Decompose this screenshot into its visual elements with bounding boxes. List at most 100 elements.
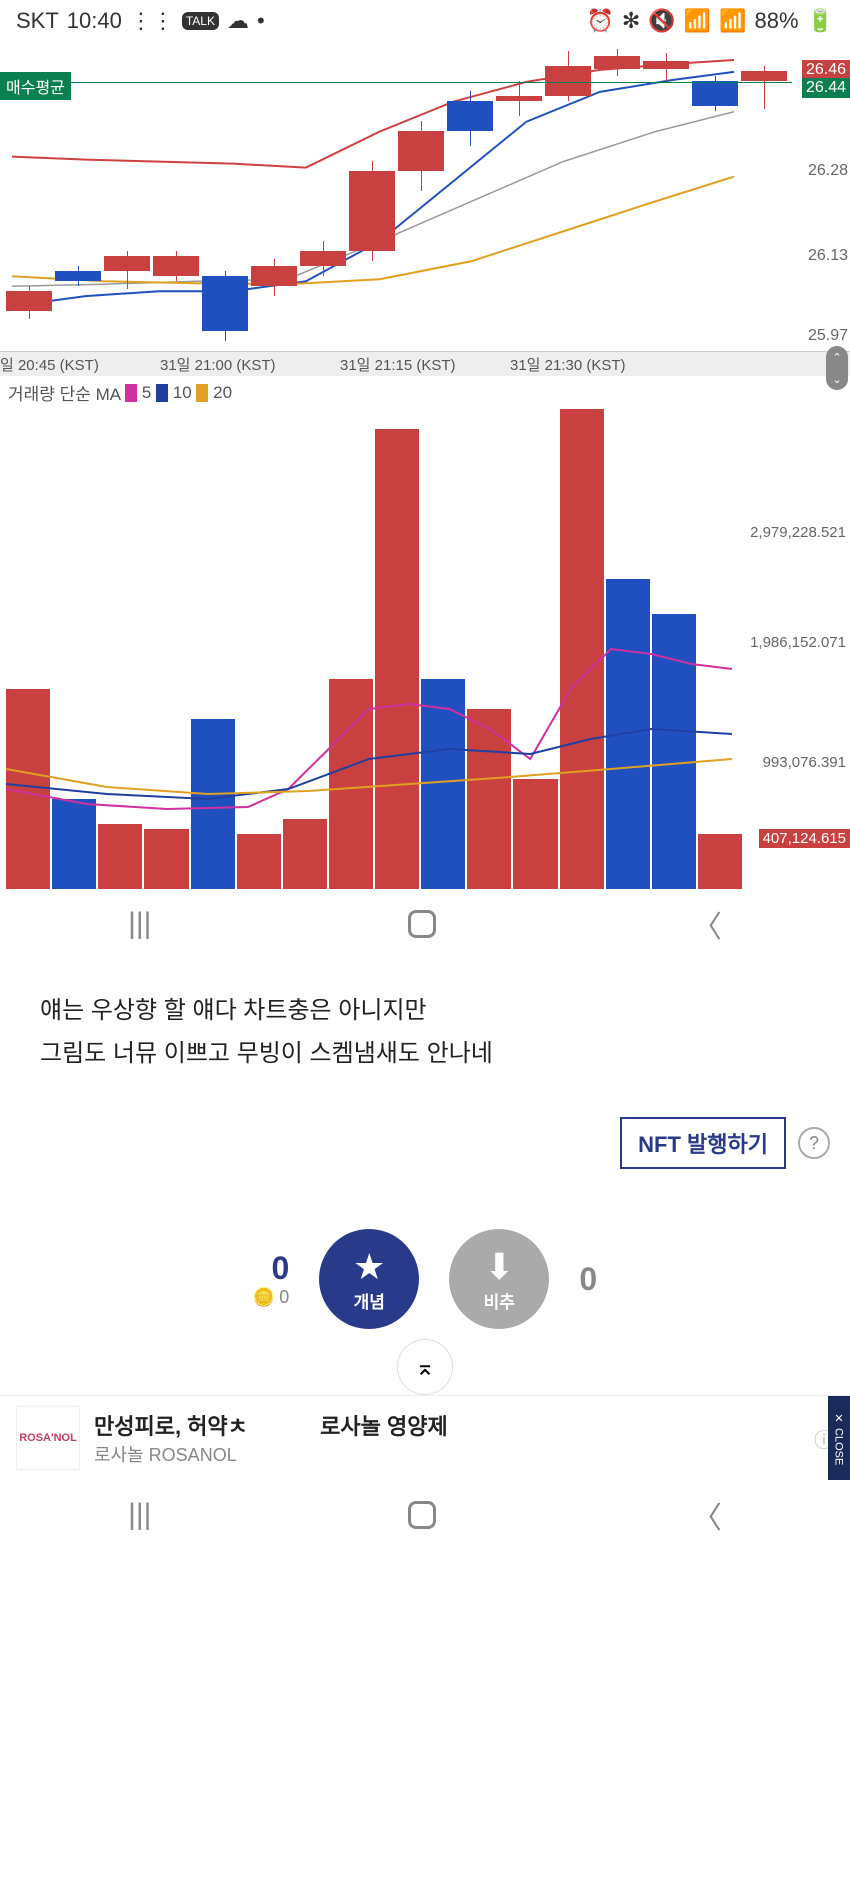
price-tick: 25.97 [808,327,848,345]
volume-bar [606,579,650,889]
time-tick: 일 20:45 (KST) [0,354,99,375]
vote-row: 0 🪙 0 ★ 개념 ⬇ 비추 0 [0,1199,850,1349]
recents-icon[interactable]: ||| [128,907,151,941]
mute-icon: 🔇 [648,8,675,34]
volume-bar [560,409,604,889]
carrier-label: SKT [16,8,59,34]
buy-average-line [0,82,792,83]
alarm-icon: ⏰ [586,8,613,34]
upvote-button[interactable]: ★ 개념 [319,1229,419,1329]
volume-bar [421,679,465,889]
volume-bar [329,679,373,889]
chart-scroll-handle[interactable]: ⌃ ⌄ [826,346,848,390]
volume-bar [513,779,557,889]
clock: 10:40 [67,8,122,34]
ad-logo: ROSA'NOL [16,1406,80,1470]
back-icon[interactable]: 〈 [692,1493,722,1537]
back-icon[interactable]: 〈 [692,902,722,946]
volume-label: 거래량 단순 MA [8,380,121,405]
home-icon[interactable] [408,1501,436,1529]
volume-tick: 2,979,228.521 [750,524,846,541]
post-body: 얘는 우상향 할 얘다 차트충은 아니지만 그림도 너뮤 이쁘고 무빙이 스켐냄… [0,959,850,1105]
volume-tick: 1,986,152.071 [750,634,846,651]
buy-average-badge: 매수평균 [0,72,71,100]
talk-icon: TALK [182,12,219,30]
time-tick: 31일 21:30 (KST) [510,354,626,375]
chevron-down-icon: ⌄ [832,373,841,386]
candlestick [741,41,787,351]
star-icon: ★ [353,1246,385,1288]
volume-bar [375,429,419,889]
price-tick: 26.28 [808,162,848,180]
candlestick-area[interactable] [6,42,792,351]
downvote-label: 비추 [484,1288,515,1313]
nft-issue-button[interactable]: NFT 발행하기 [620,1117,786,1169]
post-line: 그림도 너뮤 이쁘고 무빙이 스켐냄새도 안나네 [40,1032,810,1075]
status-bar: SKT 10:40 ⋮⋮ TALK ☁ • ⏰ ✻ 🔇 📶 📶 88% 🔋 [0,0,850,42]
collapse-button[interactable]: ⌅ [397,1339,453,1395]
time-tick: 31일 21:00 (KST) [160,354,276,375]
candlestick [496,41,542,351]
candlestick [300,41,346,351]
volume-bar [237,834,281,889]
candlestick [447,41,493,351]
candlestick [692,41,738,351]
downvote-count: 0 [579,1261,597,1298]
price-tick: 26.44 [802,78,850,98]
price-tick: 26.46 [802,60,850,80]
signal-icon: 📶 [719,8,746,34]
sub-count: 🪙 0 [253,1287,289,1308]
upvote-count: 0 [253,1250,289,1287]
candlestick [202,41,248,351]
help-icon[interactable]: ? [798,1127,830,1159]
nft-row: NFT 발행하기 ? [0,1105,850,1199]
volume-bar [144,829,188,889]
volume-bar [98,824,142,889]
arrow-down-icon: ⬇ [484,1246,514,1288]
volume-header: 거래량 단순 MA 5 10 20 [0,376,850,409]
candlestick [643,41,689,351]
price-tick: 26.13 [808,247,848,265]
ad-banner[interactable]: ROSA'NOL 만성피로, 허약ㅊ 로사놀 영양제 로사놀 ROSANOL ⓘ… [0,1395,850,1480]
time-axis: ⌃ ⌄ 일 20:45 (KST)31일 21:00 (KST)31일 21:1… [0,352,850,376]
recents-icon[interactable]: ||| [128,1498,151,1532]
volume-bar [698,834,742,889]
wifi-icon: 📶 [684,8,711,34]
coin-icon: 🪙 [253,1287,275,1308]
volume-y-axis: 2,979,228.521 1,986,152.071 993,076.391 407… [742,409,850,889]
post-line: 얘는 우상향 할 얘다 차트충은 아니지만 [40,989,810,1032]
volume-bar [467,709,511,889]
home-icon[interactable] [408,910,436,938]
price-chart[interactable]: 매수평균 26.4626.44 26.28 26.13 25.97 [0,42,850,352]
volume-bars [6,409,742,889]
downvote-button[interactable]: ⬇ 비추 [449,1229,549,1329]
chevron-up-bar-icon: ⌅ [415,1353,435,1382]
ad-close-button[interactable]: ✕ CLOSE [828,1396,850,1480]
upvote-count-box: 0 🪙 0 [253,1250,289,1308]
candlestick [545,41,591,351]
volume-bar [52,799,96,889]
ma-period: 20 [208,383,232,402]
system-nav-bar: ||| 〈 [0,1480,850,1550]
price-y-axis: 26.4626.44 26.28 26.13 25.97 [792,42,850,351]
chart-container: 매수평균 26.4626.44 26.28 26.13 25.97 ⌃ ⌄ 일 20:… [0,42,850,889]
battery-label: 88% [755,8,799,34]
volume-chart[interactable]: 2,979,228.521 1,986,152.071 993,076.391 407… [0,409,850,889]
screenshot-nav-bar: ||| 〈 [0,889,850,959]
candlestick [349,41,395,351]
candlestick [251,41,297,351]
candlestick [594,41,640,351]
bluetooth-icon: ✻ [622,8,640,34]
volume-bar [191,719,235,889]
ad-text: 만성피로, 허약ㅊ 로사놀 영양제 로사놀 ROSANOL [94,1409,800,1467]
candlestick [153,41,199,351]
volume-tick: 993,076.391 [763,754,846,771]
candlestick [398,41,444,351]
volume-tick: 407,124.615 [759,829,850,848]
battery-icon: 🔋 [807,8,834,34]
volume-bar [652,614,696,889]
dot-icon: • [257,8,265,34]
status-icon: ⋮⋮ [130,8,174,34]
chevron-up-icon: ⌃ [832,351,841,364]
volume-bar [283,819,327,889]
